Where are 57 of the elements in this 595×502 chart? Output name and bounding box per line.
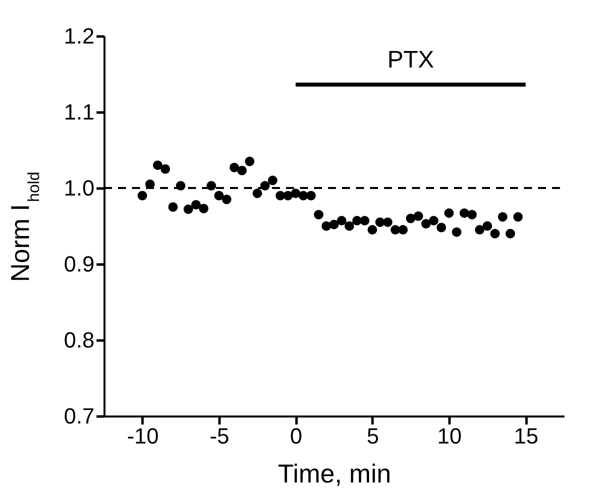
- point: [230, 162, 240, 172]
- point: [237, 166, 247, 176]
- point: [482, 221, 492, 231]
- point: [436, 222, 446, 232]
- point: [252, 188, 262, 198]
- point: [414, 211, 424, 221]
- point: [336, 216, 346, 226]
- y-tick-label: 1.2: [64, 24, 94, 48]
- y-tick-label: 1.0: [64, 176, 94, 200]
- point: [314, 210, 324, 220]
- point: [513, 212, 523, 222]
- point: [368, 225, 378, 235]
- point: [467, 210, 477, 220]
- point: [322, 221, 332, 231]
- point: [460, 208, 470, 218]
- point: [398, 225, 408, 235]
- x-tick-label: 10: [437, 424, 462, 448]
- point: [152, 160, 162, 170]
- y-tick-label: 0.9: [64, 252, 94, 276]
- point: [290, 188, 300, 198]
- point: [444, 208, 454, 218]
- point: [206, 180, 216, 190]
- point: [506, 228, 516, 238]
- point: [138, 190, 148, 200]
- point: [329, 220, 339, 230]
- y-tick-label: 1.1: [64, 100, 94, 124]
- point: [222, 194, 232, 204]
- annotation: PTX: [387, 46, 434, 74]
- point: [283, 190, 293, 200]
- point: [474, 225, 484, 235]
- x-axis-title: Time, min: [278, 458, 392, 488]
- point: [198, 204, 208, 214]
- x-tick-label: 5: [366, 424, 379, 448]
- point: [168, 202, 178, 212]
- point: [184, 204, 194, 214]
- y-axis-title: Norm Ihold: [5, 172, 43, 282]
- y-tick-label: 0.8: [64, 328, 94, 352]
- point: [421, 218, 431, 228]
- point: [160, 164, 170, 174]
- point: [428, 216, 438, 226]
- x-tick-label: 15: [514, 424, 538, 448]
- point: [498, 212, 508, 222]
- x-tick-label: -5: [210, 424, 230, 448]
- y-tick-label: 0.7: [64, 404, 94, 428]
- point: [344, 221, 354, 231]
- point: [452, 227, 462, 237]
- point: [268, 176, 278, 186]
- x-tick-label: 0: [290, 424, 302, 448]
- point: [490, 228, 500, 238]
- point: [360, 216, 370, 226]
- x-tick-label: -10: [126, 424, 159, 448]
- point: [406, 214, 416, 224]
- point: [244, 156, 254, 166]
- point: [306, 190, 316, 200]
- point: [214, 190, 224, 200]
- point: [191, 200, 201, 210]
- point: [382, 217, 392, 227]
